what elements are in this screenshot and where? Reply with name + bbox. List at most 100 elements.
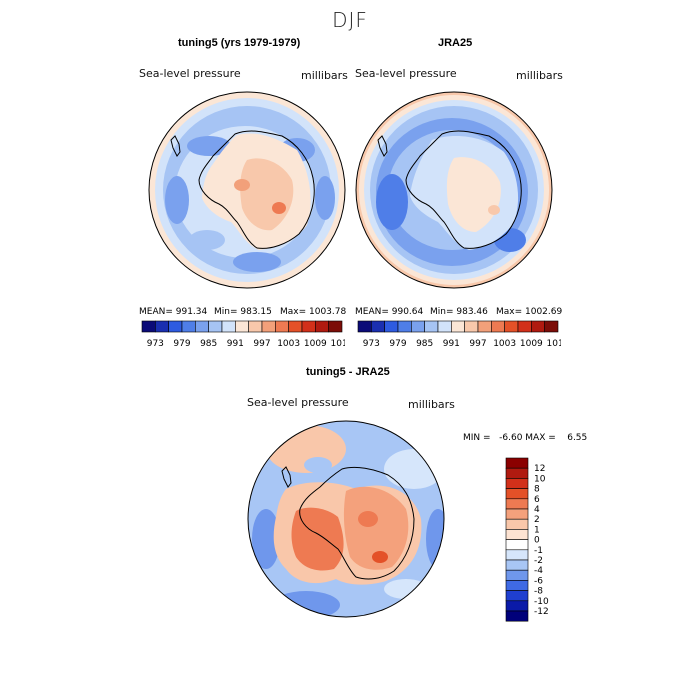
colorbar-swatch	[544, 320, 559, 333]
colorbar-swatch	[181, 320, 196, 333]
colorbar-tick-label: 1009	[304, 339, 327, 349]
colorbar-tick-label: 1003	[277, 339, 300, 349]
colorbar-tick-label: 985	[200, 339, 217, 349]
panel-1-title: tuning5 (yrs 1979-1979)	[178, 37, 301, 49]
panel-2-variable: Sea-level pressure	[355, 67, 457, 80]
colorbar-swatch	[195, 320, 209, 333]
colorbar-swatch	[371, 320, 385, 333]
colorbar-swatch	[491, 320, 505, 333]
coastline	[377, 130, 522, 249]
colorbar-swatch	[168, 320, 183, 333]
colorbar-swatch	[437, 320, 452, 333]
colorbar-swatch	[505, 549, 529, 561]
panel-1-variable: Sea-level pressure	[139, 67, 241, 80]
panel-1-polar-map	[148, 91, 346, 289]
colorbar-swatch	[505, 467, 529, 479]
colorbar-swatch	[505, 580, 529, 591]
panel-3-title: tuning5 - JRA25	[306, 366, 390, 378]
colorbar-tick-label: 979	[389, 339, 406, 349]
colorbar-swatch	[235, 320, 249, 333]
colorbar-swatch	[155, 320, 169, 333]
colorbar-tick-label: -1	[534, 546, 543, 556]
panel-1-max: Max= 1003.78	[280, 307, 347, 317]
colorbar-tick-label: -4	[534, 566, 543, 576]
colorbar-tick-label: 10	[534, 474, 546, 484]
colorbar-tick-label: 973	[147, 339, 164, 349]
coastline	[170, 130, 315, 249]
panel-1-units: millibars	[301, 69, 348, 82]
colorbar-tick-label: -6	[534, 576, 543, 586]
colorbar-tick-label: -8	[534, 587, 543, 597]
colorbar-swatch	[505, 590, 529, 602]
panel-3-minmax: MIN = -6.60 MAX = 6.55	[463, 433, 588, 443]
colorbar-tick-label: 4	[534, 505, 540, 515]
page-title: DJF	[332, 8, 368, 32]
colorbar-tick-label: 2	[534, 515, 540, 525]
colorbar-swatch	[505, 488, 529, 500]
panel-2-min: Min= 983.46	[430, 307, 488, 317]
colorbar-tick-label: 12	[534, 464, 545, 474]
colorbar-swatch	[424, 320, 439, 333]
colorbar-swatch	[208, 320, 223, 333]
colorbar-swatch	[384, 320, 399, 333]
colorbar-tick-label: 1	[534, 525, 540, 535]
colorbar-swatch	[504, 320, 519, 333]
colorbar-swatch	[411, 320, 425, 333]
colorbar-tick-label: 997	[469, 339, 486, 349]
colorbar-swatch	[505, 498, 529, 510]
panel-3-variable: Sea-level pressure	[247, 396, 349, 409]
panel-1-mean: MEAN= 991.34	[139, 307, 208, 317]
colorbar-swatch	[531, 320, 545, 333]
colorbar-swatch	[357, 320, 372, 333]
colorbar-swatch	[451, 320, 465, 333]
colorbar-tick-label: 1015	[331, 339, 345, 349]
colorbar-swatch	[505, 600, 529, 612]
colorbar-swatch	[505, 457, 529, 469]
colorbar-swatch	[505, 569, 529, 581]
colorbar-swatch	[221, 320, 236, 333]
panel-1-min: Min= 983.15	[214, 307, 272, 317]
panel-2-mean: MEAN= 990.64	[355, 307, 424, 317]
map-border	[355, 91, 553, 289]
colorbar-tick-label: 1015	[547, 339, 561, 349]
colorbar-swatch	[248, 320, 263, 333]
colorbar-swatch	[505, 508, 529, 520]
colorbar-swatch	[505, 529, 529, 540]
map-border	[247, 420, 445, 618]
colorbar-swatch	[505, 559, 529, 571]
colorbar-swatch	[464, 320, 479, 333]
colorbar-tick-label: 985	[416, 339, 433, 349]
colorbar-tick-label: 979	[173, 339, 190, 349]
panel-3-units: millibars	[408, 398, 455, 411]
panel-2-colorbar: 973 979 985 991 997 1003 1009 1015	[357, 320, 561, 349]
colorbar-swatch	[275, 320, 289, 333]
colorbar-tick-label: -12	[534, 607, 549, 617]
colorbar-tick-label: 991	[227, 339, 244, 349]
panel-2-units: millibars	[516, 69, 563, 82]
colorbar-tick-label: 1009	[520, 339, 543, 349]
panel-2-polar-map	[355, 91, 553, 289]
colorbar-tick-label: -2	[534, 556, 543, 566]
colorbar-tick-label: 6	[534, 495, 540, 505]
colorbar-swatch	[505, 539, 529, 551]
colorbar-tick-label: 1003	[493, 339, 516, 349]
colorbar-swatch	[517, 320, 532, 333]
panel-3-polar-map	[247, 420, 445, 618]
colorbar-swatch	[328, 320, 343, 333]
colorbar-swatch	[315, 320, 329, 333]
panel-2-max: Max= 1002.69	[496, 307, 563, 317]
colorbar-swatch	[288, 320, 303, 333]
colorbar-swatch	[261, 320, 276, 333]
colorbar-swatch	[477, 320, 492, 333]
colorbar-tick-label: 973	[363, 339, 380, 349]
panel-1-colorbar: 973 979 985 991 997 1003 1009 1015	[141, 320, 345, 349]
colorbar-swatch	[505, 518, 529, 530]
colorbar-tick-label: -10	[534, 597, 549, 607]
panel-2-title: JRA25	[438, 37, 473, 49]
colorbar-swatch	[505, 478, 529, 489]
colorbar-tick-label: 0	[534, 536, 540, 546]
colorbar-swatch	[301, 320, 316, 333]
colorbar-swatch	[141, 320, 156, 333]
coastline	[281, 466, 415, 580]
